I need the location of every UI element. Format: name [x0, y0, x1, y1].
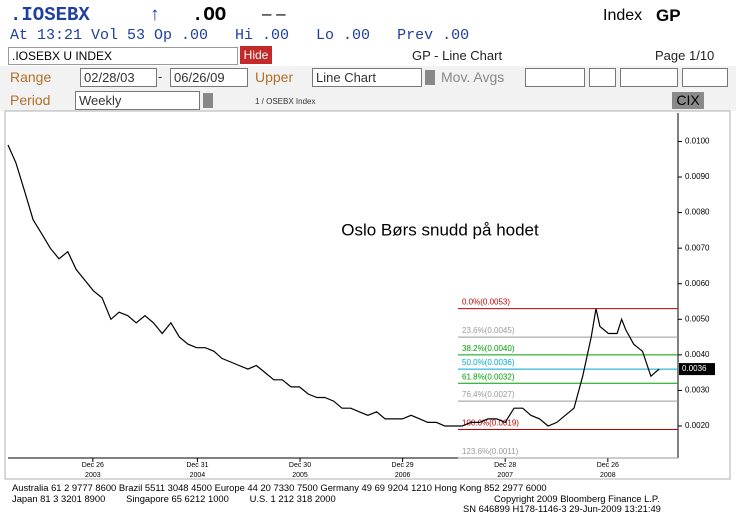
- price-line: [7, 144, 660, 427]
- period-value[interactable]: Weekly: [75, 91, 200, 110]
- fib-label: 0.0%(0.0053): [462, 298, 510, 307]
- y-tick-label: 0.0080: [685, 208, 710, 217]
- mov-avg-2[interactable]: [589, 68, 616, 87]
- footer-copyright: Copyright 2009 Bloomberg Finance L.P.: [494, 493, 660, 504]
- y-tick-label: 0.0090: [685, 172, 710, 181]
- footer-contacts: Japan 81 3 3201 8900 Singapore 65 6212 1…: [12, 493, 336, 504]
- last-value-box: [679, 363, 715, 376]
- x-tick-label: Dec 30: [289, 462, 311, 469]
- y-tick-label: 0.0100: [685, 137, 710, 146]
- price: .OO: [192, 4, 227, 26]
- fib-label: 61.8%(0.0032): [462, 372, 515, 381]
- toolbar-title: GP - Line Chart: [412, 48, 503, 63]
- hide-button[interactable]: Hide: [240, 46, 272, 64]
- x-tick-year: 2003: [85, 472, 101, 479]
- y-tick-label: 0.0040: [685, 350, 710, 359]
- security[interactable]: .IOSEBX U INDEX: [8, 47, 238, 65]
- footer-serial: SN 646899 H178-1146-3 29-Jun-2009 13:21:…: [463, 503, 661, 514]
- fib-label: 50.0%(0.0036): [462, 358, 515, 367]
- function: GP: [656, 6, 681, 25]
- x-tick-label: Dec 26: [597, 462, 619, 469]
- upper-value[interactable]: Line Chart: [312, 68, 422, 87]
- x-tick-label: Dec 31: [186, 462, 208, 469]
- range-separator: -: [158, 69, 163, 84]
- index-label: Index: [603, 7, 643, 24]
- y-tick-label: 0.0030: [685, 386, 710, 395]
- y-tick-label: 0.0050: [685, 314, 710, 323]
- y-tick-label: 0.0020: [685, 421, 710, 430]
- mov-avg-1[interactable]: [525, 68, 585, 87]
- arrow: ↑: [150, 4, 160, 25]
- period-label: Period: [10, 92, 51, 108]
- y-tick-label: 0.0060: [685, 279, 710, 288]
- mov-avg-4[interactable]: [682, 68, 728, 87]
- cix-button[interactable]: CIX: [672, 92, 704, 109]
- x-tick-year: 2006: [395, 472, 411, 479]
- last-value-label: 0.0036: [682, 364, 707, 373]
- x-tick-label: Dec 28: [494, 462, 516, 469]
- range-end[interactable]: 06/26/09: [170, 68, 248, 87]
- period-dropdown[interactable]: [203, 93, 213, 108]
- chart-label: 1 / OSEBX Index: [255, 97, 316, 106]
- annotation: Oslo Børs snudd på hodet: [341, 220, 539, 239]
- x-tick-label: Dec 29: [392, 462, 414, 469]
- fib-label: 23.6%(0.0045): [462, 326, 515, 335]
- fib-label: 38.2%(0.0040): [462, 344, 515, 353]
- x-tick-year: 2008: [600, 472, 616, 479]
- fib-label: 100.0%(0.0019): [462, 419, 519, 428]
- range-start[interactable]: 02/28/03: [80, 68, 157, 87]
- x-tick-year: 2007: [497, 472, 513, 479]
- fib-label: 76.4%(0.0027): [462, 390, 515, 399]
- quote: At 13:21 Vol 53 Op .00 Hi .00 Lo .00 Pre…: [10, 27, 470, 44]
- change: – –: [262, 4, 286, 23]
- x-tick-label: Dec 26: [82, 462, 104, 469]
- range-label: Range: [10, 69, 52, 85]
- mov-avg-3[interactable]: [620, 68, 678, 87]
- upper-label: Upper: [255, 69, 294, 85]
- x-tick-year: 2005: [292, 472, 308, 479]
- upper-dropdown[interactable]: [425, 70, 435, 85]
- chart-frame: [4, 110, 731, 480]
- ticker: .IOSEBX: [10, 4, 90, 26]
- page-number: Page 1/10: [655, 48, 715, 63]
- x-tick-year: 2004: [190, 472, 206, 479]
- footer-contacts: Australia 61 2 9777 8600 Brazil 5511 304…: [12, 482, 547, 493]
- mov-avgs-label: Mov. Avgs: [441, 69, 505, 85]
- fib-label: 123.6%(0.0011): [462, 447, 519, 456]
- y-tick-label: 0.0070: [685, 243, 710, 252]
